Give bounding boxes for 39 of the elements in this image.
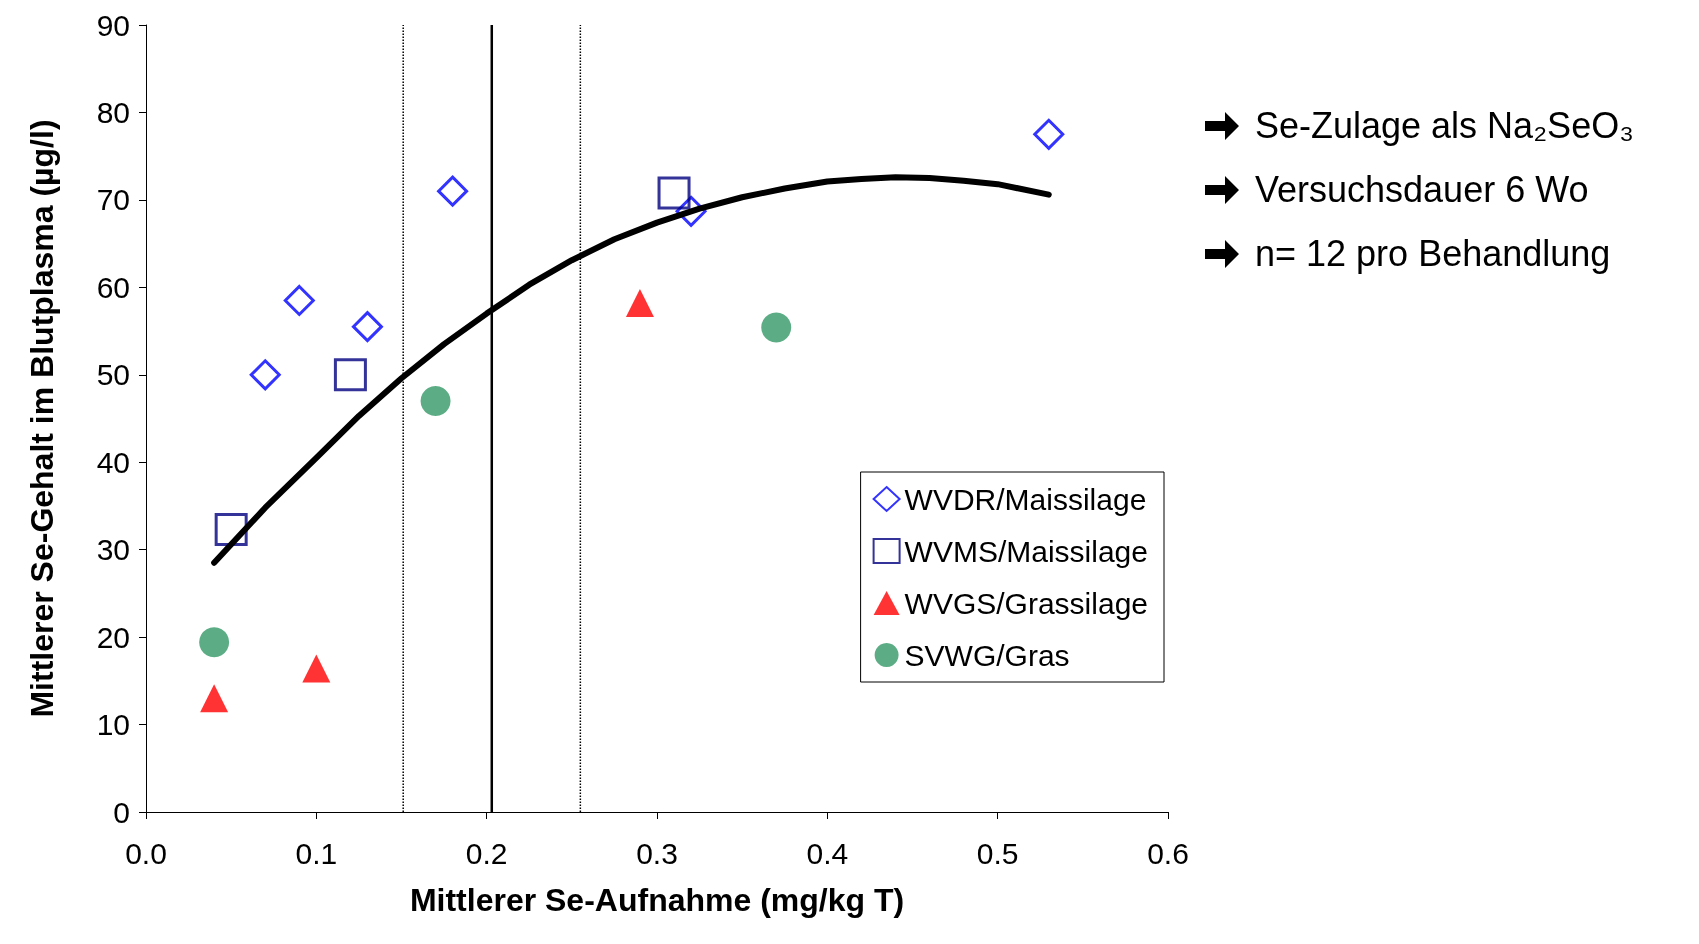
point bbox=[249, 359, 281, 391]
x-tick-label: 0.1 bbox=[295, 836, 338, 870]
x-tick-label: 0.3 bbox=[636, 836, 678, 870]
point bbox=[199, 627, 230, 658]
y-tick-label: 30 bbox=[96, 533, 130, 567]
text: n= 12 pro Behandlung bbox=[1255, 233, 1611, 275]
x-tick-label: 0.2 bbox=[465, 836, 508, 870]
x-tick-label: 0.0 bbox=[125, 836, 167, 870]
x-axis-title: Mittlerer Se-Aufnahme (mg/kg T) bbox=[409, 882, 905, 918]
x-tick-label: 0.4 bbox=[806, 836, 849, 870]
legend-label: WVDR/Maissilage bbox=[904, 482, 1147, 516]
y-tick-label: 50 bbox=[96, 358, 130, 392]
point bbox=[761, 312, 792, 343]
x-tick-label: 0.6 bbox=[1147, 836, 1189, 870]
point bbox=[302, 654, 331, 683]
y-tick-label: 70 bbox=[96, 183, 130, 217]
legend-label: WVGS/Grassilage bbox=[904, 586, 1149, 620]
point bbox=[625, 289, 654, 318]
x-tick-label: 0.5 bbox=[976, 836, 1019, 870]
point bbox=[420, 386, 451, 416]
y-tick-label: 20 bbox=[96, 620, 130, 654]
legend-label: WVMS/Maissilage bbox=[904, 534, 1148, 568]
y-tick-label: 60 bbox=[96, 270, 130, 304]
point bbox=[437, 175, 469, 207]
point bbox=[351, 311, 383, 343]
y-tick-label: 90 bbox=[96, 8, 130, 42]
point bbox=[283, 284, 315, 316]
point bbox=[657, 176, 691, 210]
legend-label: SVWG/Gras bbox=[904, 638, 1070, 672]
text: Se-Zulage als Na₂SeO₃ bbox=[1255, 105, 1634, 147]
point bbox=[333, 358, 367, 392]
point bbox=[200, 684, 229, 713]
y-tick-label: 0 bbox=[113, 795, 130, 829]
text: Versuchsdauer 6 Wo bbox=[1255, 169, 1589, 211]
y-tick-label: 40 bbox=[96, 445, 130, 479]
y-axis-title: Mittlerer Se-Gehalt im Blutplasma (µg/l) bbox=[24, 119, 60, 718]
y-tick-label: 10 bbox=[96, 708, 130, 742]
y-tick-label: 80 bbox=[96, 95, 130, 129]
point bbox=[1033, 118, 1065, 150]
